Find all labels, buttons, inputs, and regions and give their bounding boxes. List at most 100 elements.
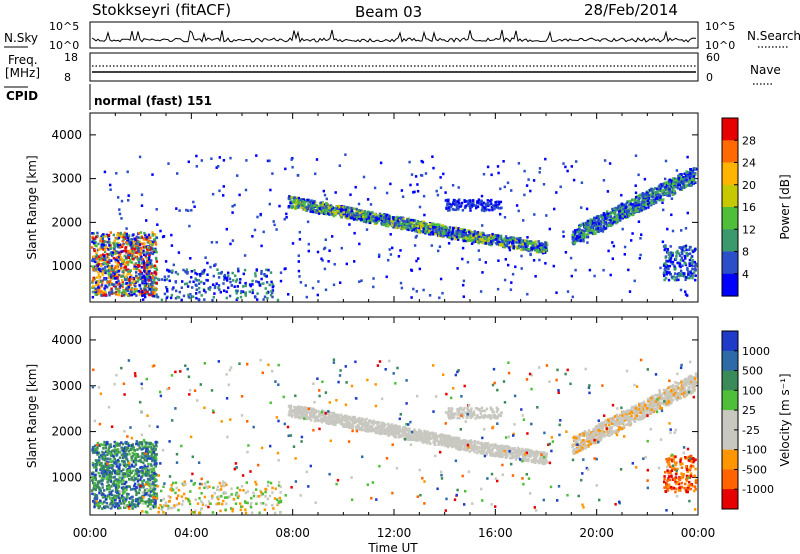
data-cell [94,260,97,263]
data-cell [439,234,442,237]
data-cell [92,471,95,474]
colorbar-tick-label: 8 [742,246,749,259]
data-cell [555,191,558,194]
data-cell [133,292,136,296]
data-cell [428,232,431,236]
data-cell [679,180,682,183]
data-cell [133,288,136,291]
data-cell [572,230,575,234]
data-cell [493,238,496,241]
data-cell [653,199,656,203]
data-cell [153,453,157,456]
data-cell [461,228,464,231]
data-cell [406,218,409,221]
data-cell [134,262,138,265]
data-cell [123,475,126,478]
data-cell [117,490,121,493]
data-cell [640,201,643,204]
data-cell [415,259,418,263]
data-cell [606,214,609,217]
data-cell [685,171,689,175]
data-cell [612,244,616,248]
data-cell [130,458,134,462]
data-cell [532,241,536,245]
data-cell [185,268,189,271]
data-cell [147,272,150,276]
data-cell [462,279,466,283]
data-cell [176,172,179,175]
data-cell [668,188,671,191]
data-cell [102,471,105,475]
data-cell [114,285,117,289]
data-cell [126,263,130,266]
data-cell [489,234,493,237]
data-cell [143,242,146,246]
data-cell [684,177,687,181]
data-cell [102,500,106,504]
data-cell [583,225,586,229]
data-cell [146,247,149,251]
data-cell [123,255,126,258]
data-cell [671,229,675,233]
data-cell [647,206,650,209]
data-cell [135,255,138,259]
data-cell [613,210,616,214]
data-cell [312,204,316,207]
data-cell [638,194,641,197]
data-cell [515,204,519,207]
data-cell [540,250,543,254]
data-cell [107,248,110,251]
data-cell [142,237,146,241]
data-cell [684,180,687,184]
data-cell [409,183,412,187]
data-cell [684,290,687,293]
data-cell [681,181,685,184]
data-cell [534,248,537,252]
data-cell [649,189,653,192]
data-cell [502,245,506,249]
data-cell [587,229,591,232]
data-cell [403,223,406,226]
data-cell [566,169,569,173]
data-cell [677,278,680,282]
data-cell [669,251,673,254]
data-cell [154,270,157,274]
data-cell [203,268,206,272]
data-cell [93,505,96,509]
data-cell [445,206,448,210]
data-cell [437,228,440,232]
data-cell [386,223,390,227]
data-cell [91,445,95,449]
data-cell [138,240,141,244]
data-cell [199,274,202,278]
data-cell [488,208,491,212]
data-cell [128,240,131,244]
data-cell [118,442,121,446]
data-cell [109,244,112,247]
data-cell [361,210,364,213]
data-cell [141,499,145,503]
data-cell [410,229,414,232]
data-cell [576,228,579,232]
data-cell [265,281,269,284]
data-cell [154,288,158,292]
data-cell [308,207,312,210]
data-cell [609,220,613,223]
data-cell [589,226,593,229]
data-cell [406,226,409,229]
data-cell [416,189,420,193]
data-cell [122,282,125,286]
data-cell [353,217,357,221]
data-cell [137,262,141,265]
data-cell [99,239,102,243]
data-cell [117,261,121,265]
data-cell [618,217,621,220]
data-cell [147,471,151,474]
data-cell [523,169,526,173]
data-cell [141,276,144,279]
data-cell [110,291,113,294]
data-cell [202,270,205,273]
data-cell [668,257,671,260]
data-cell [401,219,404,223]
data-cell [691,261,694,265]
